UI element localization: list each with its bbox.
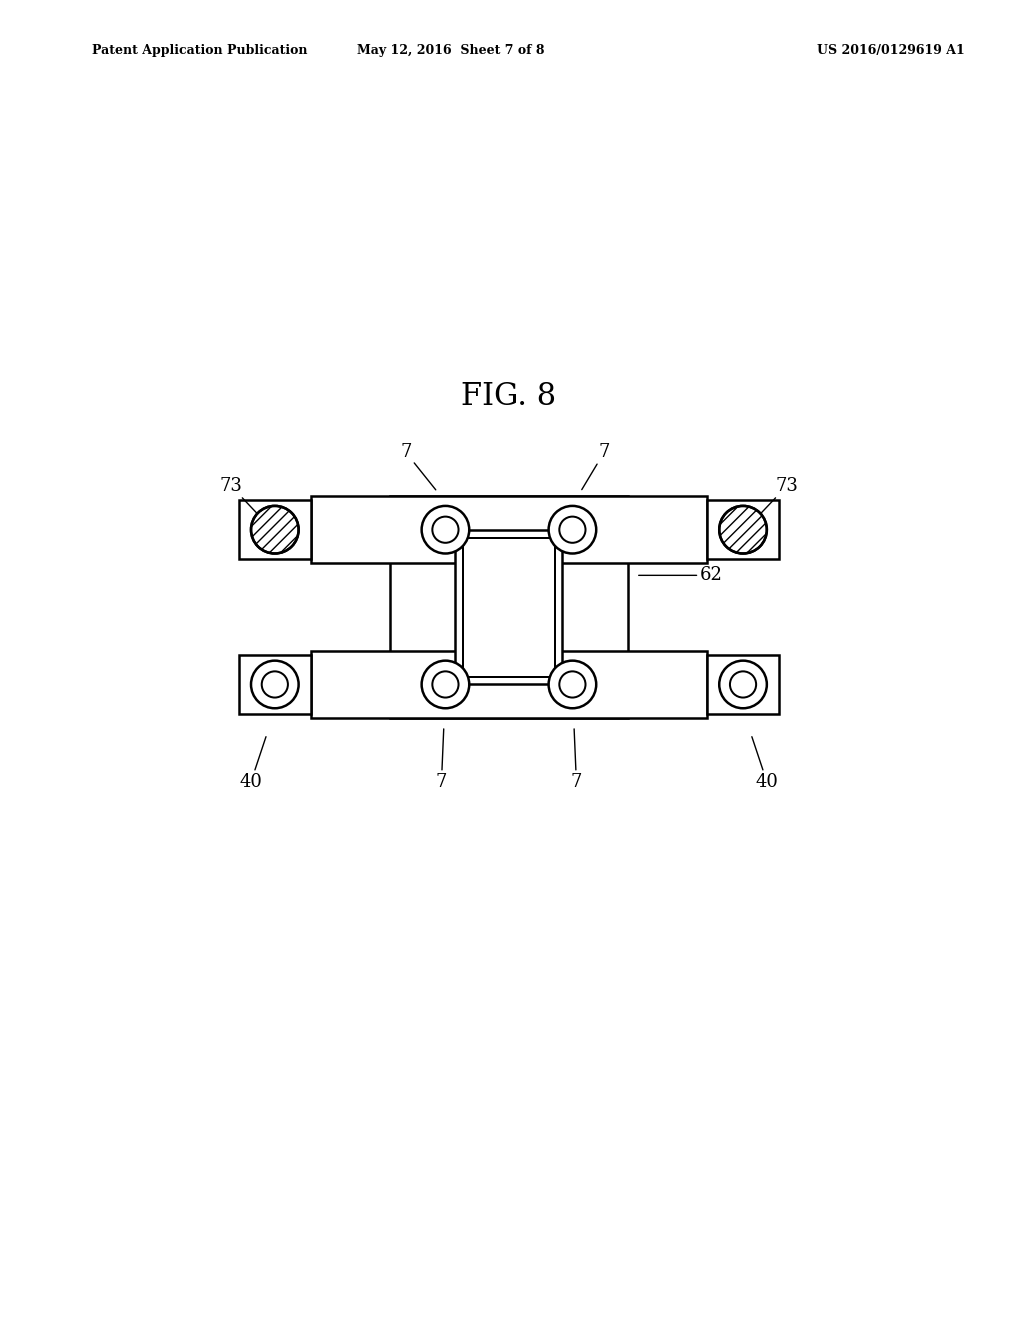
- Circle shape: [262, 672, 288, 697]
- Text: 73: 73: [761, 477, 798, 513]
- Circle shape: [432, 516, 459, 543]
- Bar: [239, 655, 310, 714]
- Circle shape: [719, 506, 767, 553]
- Text: 7: 7: [436, 729, 447, 791]
- Text: 40: 40: [240, 737, 266, 791]
- Text: 7: 7: [582, 444, 610, 490]
- Text: May 12, 2016  Sheet 7 of 8: May 12, 2016 Sheet 7 of 8: [356, 44, 545, 57]
- Circle shape: [422, 660, 469, 709]
- Text: 62: 62: [639, 566, 722, 585]
- Text: 7: 7: [570, 729, 582, 791]
- Bar: [310, 651, 708, 718]
- Text: 73: 73: [220, 477, 257, 513]
- Bar: [463, 537, 555, 677]
- Bar: [708, 500, 778, 560]
- Circle shape: [422, 506, 469, 553]
- Circle shape: [719, 660, 767, 709]
- Circle shape: [559, 672, 586, 697]
- Bar: [239, 500, 310, 560]
- Circle shape: [251, 506, 299, 553]
- Circle shape: [730, 672, 756, 697]
- Bar: [708, 655, 778, 714]
- Circle shape: [559, 516, 586, 543]
- Text: 7: 7: [400, 444, 436, 490]
- Circle shape: [251, 660, 299, 709]
- Circle shape: [549, 506, 596, 553]
- Bar: [456, 529, 562, 685]
- Text: Patent Application Publication: Patent Application Publication: [92, 44, 307, 57]
- Text: 40: 40: [752, 737, 778, 791]
- Text: FIG. 8: FIG. 8: [462, 381, 556, 412]
- Circle shape: [432, 672, 459, 697]
- Circle shape: [549, 660, 596, 709]
- Bar: [390, 496, 628, 718]
- Text: US 2016/0129619 A1: US 2016/0129619 A1: [817, 44, 965, 57]
- Bar: [310, 496, 708, 564]
